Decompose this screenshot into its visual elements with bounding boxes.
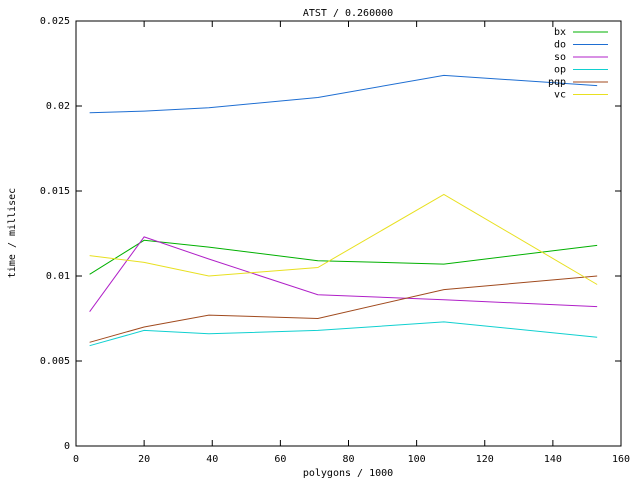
x-tick-label: 160 — [612, 454, 630, 465]
y-tick-label: 0.025 — [40, 16, 70, 27]
x-tick-label: 40 — [206, 454, 218, 465]
legend-label: op — [554, 65, 566, 76]
series-line — [89, 239, 598, 275]
x-tick-label: 0 — [73, 454, 79, 465]
x-tick-label: 60 — [274, 454, 286, 465]
y-axis-label: time / millisec — [7, 188, 18, 278]
series-line — [89, 74, 598, 114]
series-line — [89, 321, 598, 347]
x-tick-label: 20 — [138, 454, 150, 465]
y-tick-label: 0.01 — [46, 271, 70, 282]
x-tick-label: 120 — [476, 454, 494, 465]
legend-label: pqp — [548, 77, 566, 88]
x-tick-label: 140 — [544, 454, 562, 465]
series-line — [89, 236, 598, 312]
legend-label: bx — [554, 27, 566, 38]
y-tick-label: 0.005 — [40, 356, 70, 367]
x-axis-label: polygons / 1000 — [303, 468, 393, 479]
y-tick-label: 0 — [64, 441, 70, 452]
legend-label: vc — [554, 90, 566, 101]
legend-label: do — [554, 40, 566, 51]
y-tick-label: 0.02 — [46, 101, 70, 112]
x-tick-label: 80 — [342, 454, 354, 465]
series-line — [89, 193, 598, 285]
legend-label: so — [554, 52, 566, 63]
chart-title: ATST / 0.260000 — [303, 8, 393, 19]
series-line — [89, 275, 598, 343]
x-tick-label: 100 — [408, 454, 426, 465]
y-tick-label: 0.015 — [40, 186, 70, 197]
